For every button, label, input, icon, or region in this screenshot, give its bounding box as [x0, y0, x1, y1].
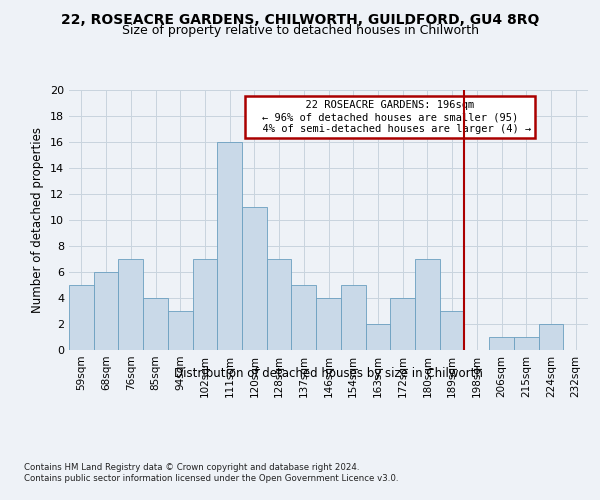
Bar: [514, 337, 539, 350]
Bar: [341, 285, 365, 350]
Bar: [365, 324, 390, 350]
Bar: [316, 298, 341, 350]
Bar: [292, 285, 316, 350]
Bar: [242, 207, 267, 350]
Bar: [267, 259, 292, 350]
Bar: [143, 298, 168, 350]
Y-axis label: Number of detached properties: Number of detached properties: [31, 127, 44, 313]
Text: Size of property relative to detached houses in Chilworth: Size of property relative to detached ho…: [121, 24, 479, 37]
Bar: [168, 311, 193, 350]
Text: Contains public sector information licensed under the Open Government Licence v3: Contains public sector information licen…: [24, 474, 398, 483]
Text: 22 ROSEACRE GARDENS: 196sqm  
← 96% of detached houses are smaller (95)
  4% of : 22 ROSEACRE GARDENS: 196sqm ← 96% of det…: [250, 100, 531, 134]
Bar: [415, 259, 440, 350]
Bar: [193, 259, 217, 350]
Bar: [94, 272, 118, 350]
Bar: [118, 259, 143, 350]
Bar: [539, 324, 563, 350]
Text: Contains HM Land Registry data © Crown copyright and database right 2024.: Contains HM Land Registry data © Crown c…: [24, 462, 359, 471]
Bar: [489, 337, 514, 350]
Bar: [390, 298, 415, 350]
Bar: [69, 285, 94, 350]
Bar: [440, 311, 464, 350]
Bar: [217, 142, 242, 350]
Text: Distribution of detached houses by size in Chilworth: Distribution of detached houses by size …: [175, 368, 483, 380]
Text: 22, ROSEACRE GARDENS, CHILWORTH, GUILDFORD, GU4 8RQ: 22, ROSEACRE GARDENS, CHILWORTH, GUILDFO…: [61, 12, 539, 26]
